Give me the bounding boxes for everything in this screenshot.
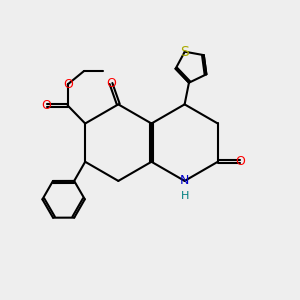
- Text: O: O: [106, 77, 116, 90]
- Text: O: O: [42, 99, 52, 112]
- Text: H: H: [180, 190, 189, 201]
- Text: S: S: [180, 45, 189, 59]
- Text: O: O: [235, 155, 245, 168]
- Text: N: N: [180, 174, 189, 188]
- Text: O: O: [63, 78, 73, 91]
